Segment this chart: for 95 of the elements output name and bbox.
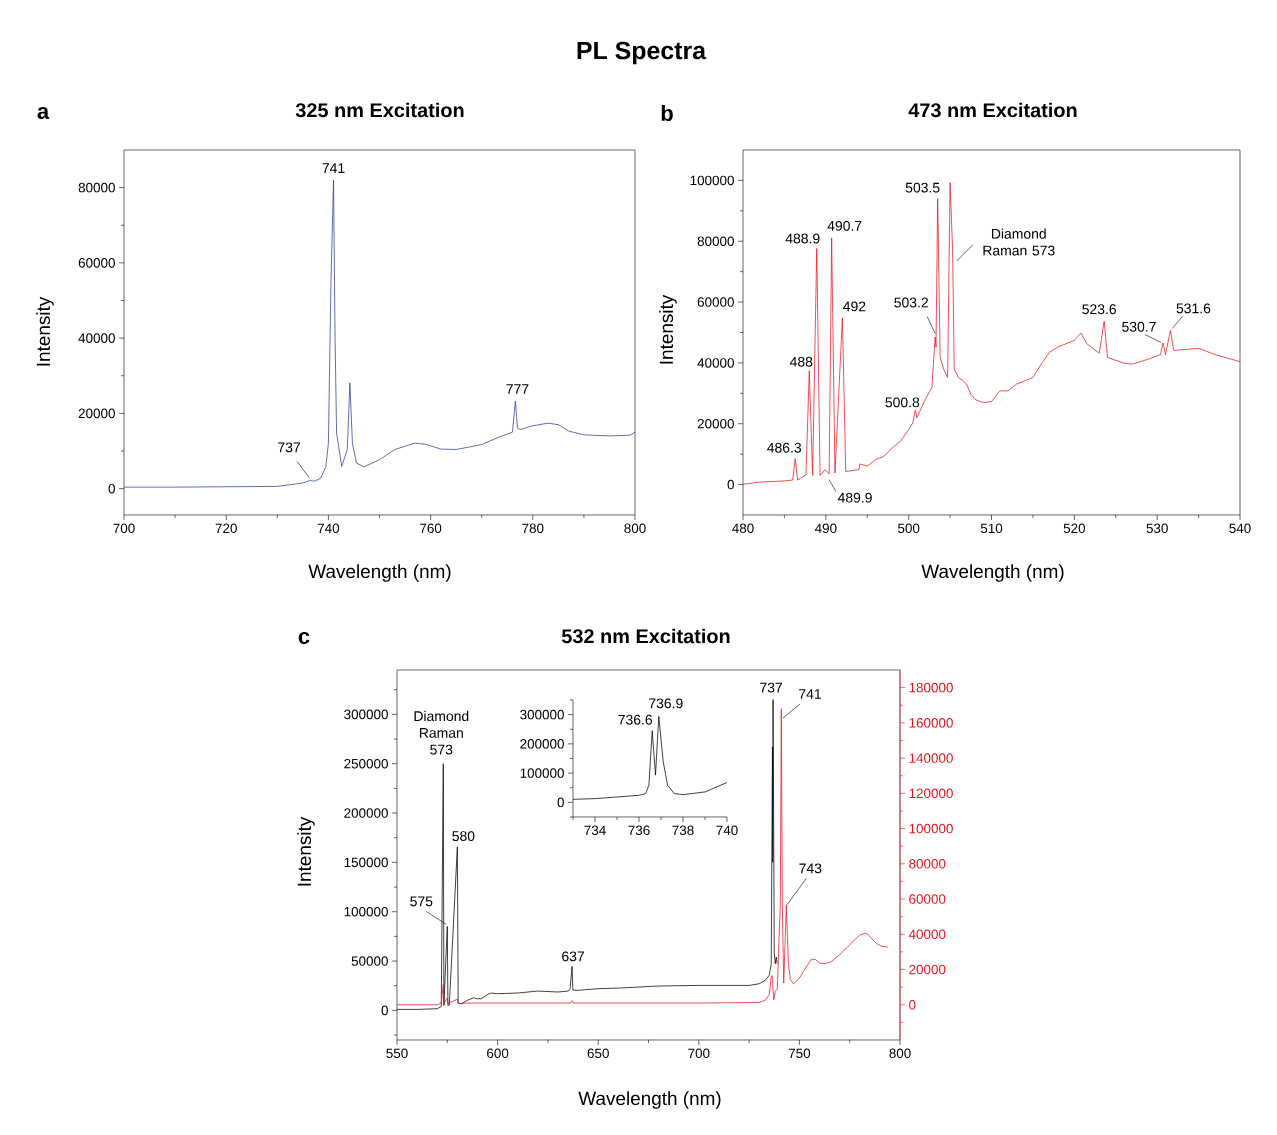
y2-tick-label: 160000 [909,718,953,728]
y-tick-label: 80000 [697,236,734,246]
y-tick-label: 40000 [78,333,115,343]
x-tick-label: 520 [1063,523,1086,534]
x-tick-label: 800 [889,1048,911,1059]
y-tick-label: 200000 [344,808,388,818]
annotation: Diamond Raman 573 [983,228,1055,256]
y-tick-label: 20000 [697,418,734,429]
y-tick-label: 0 [557,797,564,808]
x-tick-label: 480 [732,523,754,534]
x-tick-label: 740 [716,825,738,836]
x-tick-label: 490 [814,523,837,534]
x-axis-title: Wavelength (nm) [921,564,1064,582]
y2-tick-label: 180000 [909,682,953,693]
annotation: 580 [452,831,475,842]
x-tick-label: 600 [487,1048,509,1059]
y-axis-title: Intensity [36,296,54,366]
y-tick-label: 200000 [520,739,564,749]
y-tick-label: 100000 [520,768,564,778]
x-tick-label: 736 [628,825,650,836]
annotation: 500.8 [885,397,920,408]
y-tick-label: 300000 [520,709,564,720]
annotation: 777 [506,384,529,394]
y-tick-label: 40000 [697,358,734,368]
x-tick-label: 500 [897,523,920,534]
x-tick-label: 650 [587,1048,609,1059]
y2-tick-label: 0 [909,999,916,1010]
y-tick-label: 20000 [78,408,115,419]
y-tick-label: 0 [108,483,115,494]
x-tick-label: 734 [584,825,606,836]
y2-tick-label: 120000 [909,788,953,799]
x-tick-label: 550 [386,1048,408,1059]
chart-title: 473 nm Excitation [908,102,1077,118]
annotation: Diamond Raman 573 [414,710,469,755]
y-tick-label: 0 [727,479,734,490]
x-tick-label: 800 [624,523,646,534]
x-axis-title: Wavelength (nm) [578,1091,721,1109]
text: c [298,631,310,644]
x-axis-title: Wavelength (nm) [308,564,451,582]
annotation: 741 [799,689,821,699]
chart-title: 532 nm Excitation [561,628,730,644]
y-tick-label: 100000 [690,175,734,186]
x-tick-label: 530 [1146,523,1168,534]
y2-tick-label: 100000 [909,823,953,834]
x-tick-label: 760 [420,523,442,534]
annotation: 736.6 [618,714,653,725]
annotation: 736.9 [649,698,683,709]
y-tick-label: 80000 [78,182,115,193]
y-tick-label: 60000 [697,297,734,307]
annotation: 737 [278,442,301,453]
y-tick-label: 250000 [344,758,388,769]
x-tick-label: 740 [317,523,340,534]
x-tick-label: 750 [788,1048,811,1059]
y-tick-label: 60000 [78,258,115,268]
y-tick-label: 0 [381,1005,388,1016]
annotation: 523.6 [1082,304,1116,315]
x-tick-label: 720 [215,523,237,534]
annotation: 490.7 [827,220,862,231]
text: PL Spectra [577,41,707,65]
annotation: 489.9 [837,492,872,503]
annotation: 488 [789,356,813,367]
annotation: 503.5 [905,182,940,193]
x-tick-label: 540 [1229,523,1251,534]
text: a [37,106,50,119]
line-series [742,182,1241,485]
y-tick-label: 300000 [344,709,388,720]
annotation: 503.2 [894,297,928,308]
x-tick-label: 738 [672,825,694,836]
annotation: 531.6 [1176,303,1211,314]
x-tick-label: 700 [688,1048,710,1059]
annotation: 492 [843,301,866,312]
y-axis-title: Intensity [659,294,677,364]
y2-tick-label: 140000 [909,753,953,763]
annotation: 530.7 [1122,321,1156,332]
annotation: 741 [322,163,345,173]
x-tick-label: 510 [980,523,1003,534]
annotation: 486.3 [767,442,802,453]
y2-tick-label: 60000 [909,894,946,904]
y2-tick-label: 80000 [909,859,946,869]
y2-tick-label: 40000 [908,929,946,940]
y-tick-label: 50000 [351,956,388,966]
y2-tick-label: 20000 [909,964,946,975]
annotation: 488.9 [785,233,820,244]
line-series [123,179,636,488]
annotation: 743 [799,863,822,874]
text: b [661,104,673,122]
chart-title: 325 nm Excitation [295,102,464,118]
x-tick-label: 780 [522,523,544,534]
annotation: 637 [562,951,584,962]
annotation: 575 [410,896,433,907]
annotation: 737 [760,682,782,693]
y-tick-label: 150000 [344,857,388,868]
x-tick-label: 700 [113,523,135,534]
y-axis-title: Intensity [297,816,315,886]
y-tick-label: 100000 [344,906,388,917]
